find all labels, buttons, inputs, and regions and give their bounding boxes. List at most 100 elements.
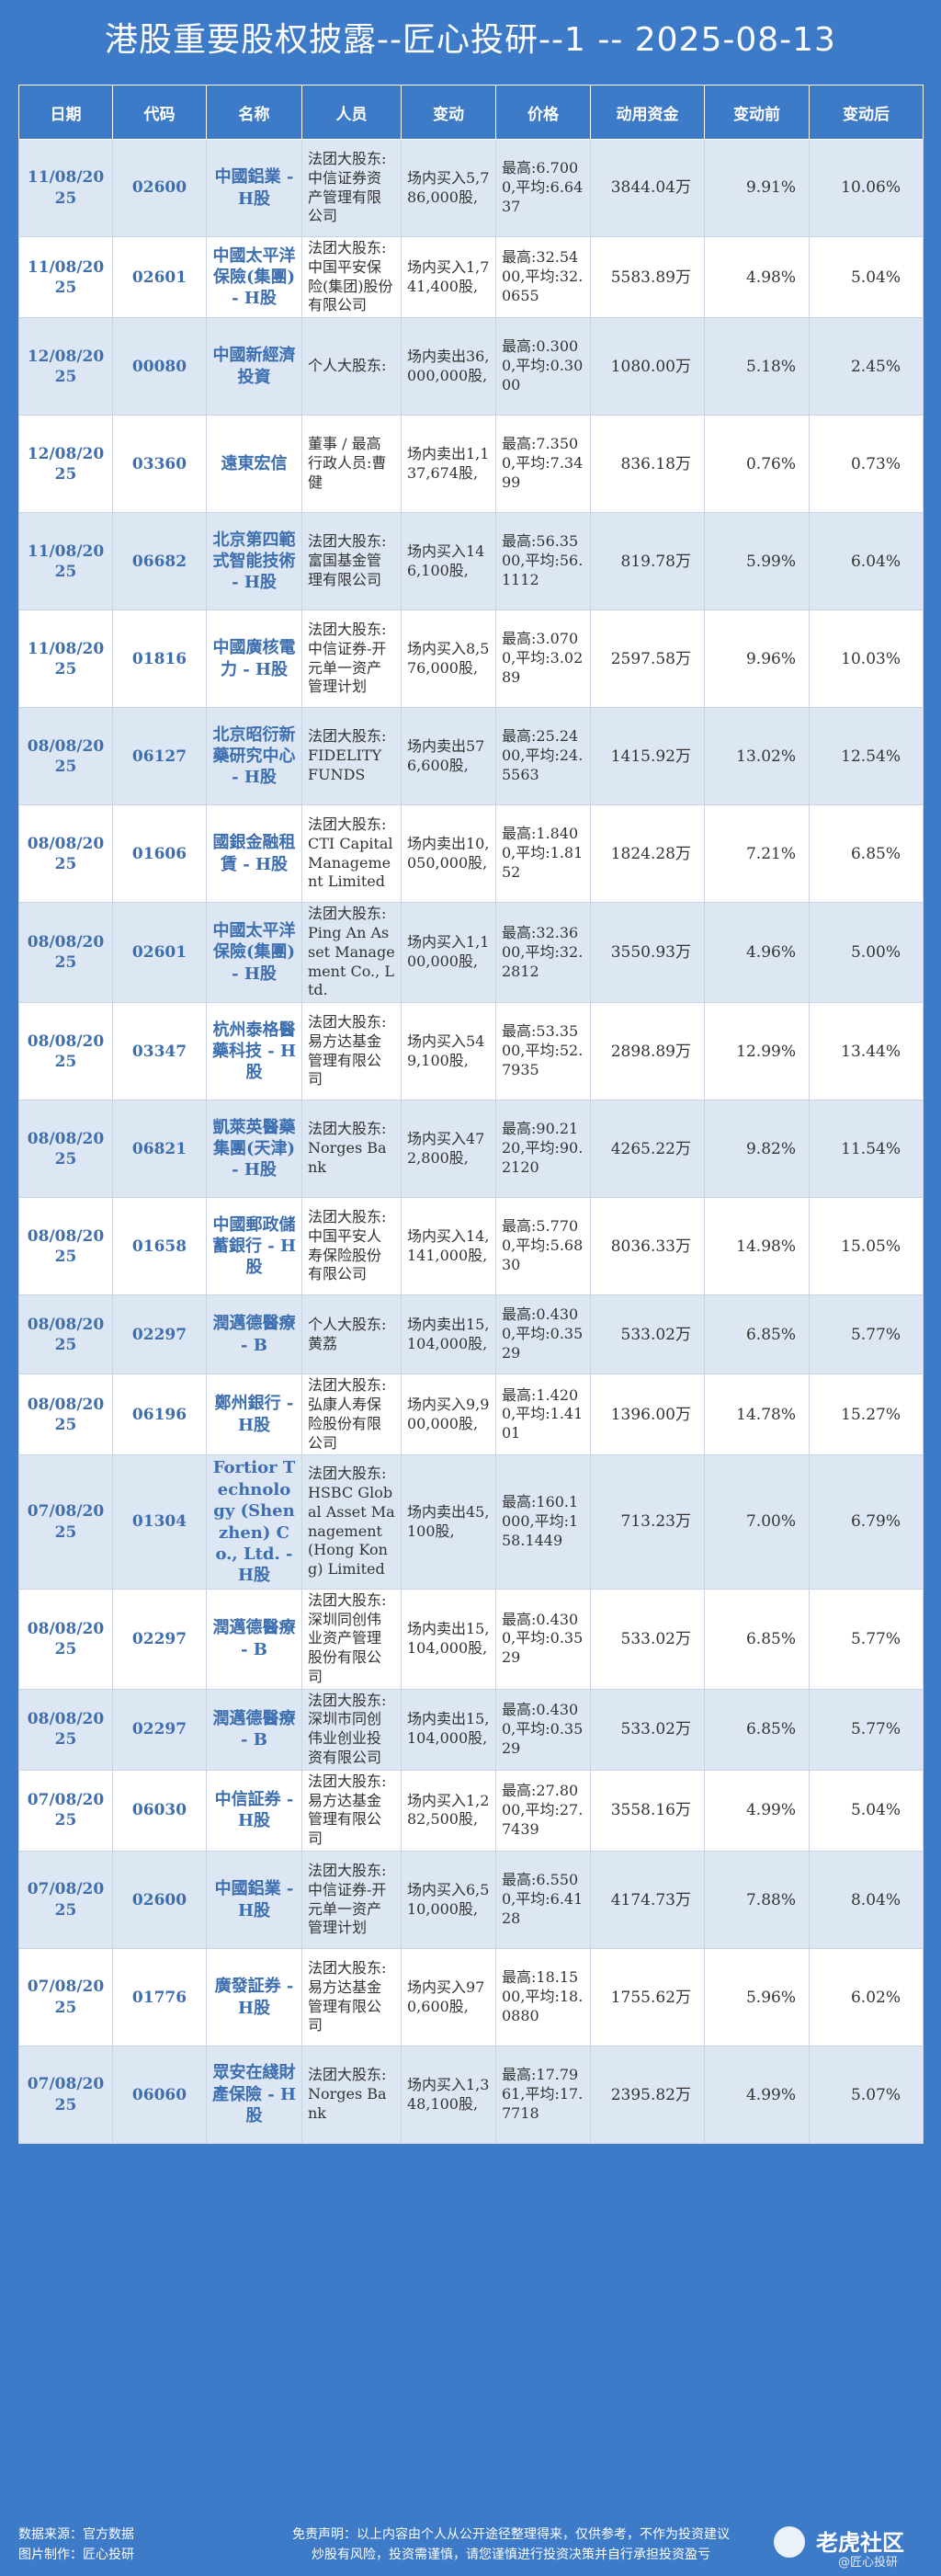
table-row[interactable]: 11/08/2025 01816 中國廣核電力 - H股 法团大股东:中信证券-开元单… <box>18 610 924 709</box>
column-header-name[interactable]: 名称 <box>206 85 302 140</box>
row-change: 场内卖出10,050,000股, <box>401 804 496 904</box>
column-header-before[interactable]: 变动前 <box>704 85 810 140</box>
row-after: 2.45% <box>809 317 924 416</box>
table-row[interactable]: 07/08/2025 01776 廣發証券 - H股 法团大股东:易方达基金管理有限公… <box>18 1948 924 2047</box>
logo-main-text: 老虎社区 <box>816 2530 904 2556</box>
column-header-price[interactable]: 价格 <box>495 85 591 140</box>
footer-credits: 数据来源：官方数据 图片制作：匠心投研 <box>18 2525 134 2565</box>
row-fund: 2597.58万 <box>590 610 705 709</box>
row-person: 法团大股东:中信证券资产管理有限公司 <box>301 139 402 237</box>
table-row[interactable]: 11/08/2025 02600 中國鋁業 - H股 法团大股东:中信证券资产管理有限… <box>18 139 924 237</box>
table-row[interactable]: 07/08/2025 01304 Fortior Technology (Shenz… <box>18 1454 924 1590</box>
row-before: 9.96% <box>704 610 810 709</box>
row-code: 03360 <box>112 415 207 514</box>
row-date: 11/08/2025 <box>18 512 113 611</box>
row-person: 法团大股东:易方达基金管理有限公司 <box>301 1948 402 2047</box>
row-change: 场内买入1,100,000股, <box>401 902 496 1004</box>
row-code: 02601 <box>112 235 207 319</box>
row-fund: 1755.62万 <box>590 1948 705 2047</box>
table-row[interactable]: 08/08/2025 02297 潤邁德醫療 - B 法团大股东:深圳同创伟业资产管理… <box>18 1588 924 1690</box>
row-person: 法团大股东:深圳同创伟业资产管理股份有限公司 <box>301 1588 402 1690</box>
table-row[interactable]: 08/08/2025 01606 國銀金融租賃 - H股 法团大股东:CTI Capi… <box>18 804 924 904</box>
row-person: 法团大股东:弘康人寿保险股份有限公司 <box>301 1373 402 1456</box>
table-row[interactable]: 07/08/2025 06030 中信証券 - H股 法团大股东:易方达基金管理有限公… <box>18 1769 924 1852</box>
row-code: 00080 <box>112 317 207 416</box>
row-date: 08/08/2025 <box>18 707 113 806</box>
row-date: 07/08/2025 <box>18 1948 113 2047</box>
row-change: 场内卖出1,137,674股, <box>401 415 496 514</box>
row-person: 法团大股东:中国平安保险(集团)股份有限公司 <box>301 235 402 319</box>
row-name: 廣發証券 - H股 <box>206 1948 302 2047</box>
row-before: 12.99% <box>704 1002 810 1101</box>
data-source: 数据来源：官方数据 <box>18 2527 134 2542</box>
row-date: 07/08/2025 <box>18 1454 113 1590</box>
row-name: 鄭州銀行 - H股 <box>206 1373 302 1456</box>
table-row[interactable]: 07/08/2025 06060 眾安在綫財產保險 - H股 法团大股东:Norges… <box>18 2046 924 2145</box>
row-name: 凱萊英醫藥集團(天津) - H股 <box>206 1100 302 1199</box>
row-fund: 4174.73万 <box>590 1851 705 1950</box>
table-row[interactable]: 11/08/2025 02601 中國太平洋保險(集團) - H股 法团大股东:中国平… <box>18 235 924 319</box>
row-after: 5.07% <box>809 2046 924 2145</box>
table-row[interactable]: 07/08/2025 02600 中國鋁業 - H股 法团大股东:中信证券-开元单一资… <box>18 1851 924 1950</box>
row-price: 最高:160.1000,平均:158.1449 <box>495 1454 591 1590</box>
table-row[interactable]: 08/08/2025 02297 潤邁德醫療 - B 法团大股东:深圳市同创伟业创业投… <box>18 1688 924 1771</box>
row-code: 01776 <box>112 1948 207 2047</box>
row-name: 中國廣核電力 - H股 <box>206 610 302 709</box>
row-fund: 8036.33万 <box>590 1197 705 1296</box>
row-code: 06821 <box>112 1100 207 1199</box>
row-after: 6.85% <box>809 804 924 904</box>
column-header-after[interactable]: 变动后 <box>809 85 924 140</box>
table-row[interactable]: 08/08/2025 03347 杭州泰格醫藥科技 - H股 法团大股东:易方达基金管… <box>18 1002 924 1101</box>
column-header-person[interactable]: 人员 <box>301 85 402 140</box>
column-header-date[interactable]: 日期 <box>18 85 113 140</box>
row-fund: 1415.92万 <box>590 707 705 806</box>
row-name: 北京第四範式智能技術 - H股 <box>206 512 302 611</box>
row-person: 法团大股东:中信证券-开元单一资产管理计划 <box>301 1851 402 1950</box>
row-before: 7.00% <box>704 1454 810 1590</box>
footer: 数据来源：官方数据 图片制作：匠心投研 免责声明：以上内容由个人从公开途径整理得… <box>0 2513 941 2576</box>
disclaimer: 免责声明：以上内容由个人从公开途径整理得来，仅供参考，不作为投资建议 炒股有风险… <box>272 2525 750 2565</box>
column-header-code[interactable]: 代码 <box>112 85 207 140</box>
row-before: 5.99% <box>704 512 810 611</box>
row-person: 法团大股东:深圳市同创伟业创业投资有限公司 <box>301 1688 402 1771</box>
row-price: 最高:53.3500,平均:52.7935 <box>495 1002 591 1101</box>
table-row[interactable]: 12/08/2025 03360 遠東宏信 董事 / 最高行政人员:曹健 场内卖出1,1… <box>18 415 924 514</box>
row-change: 场内卖出45,100股, <box>401 1454 496 1590</box>
row-before: 4.99% <box>704 1769 810 1852</box>
table-row[interactable]: 08/08/2025 06127 北京昭衍新藥研究中心 - H股 法团大股东:FIDE… <box>18 707 924 806</box>
row-person: 个人大股东:黄荔 <box>301 1294 402 1375</box>
table-row[interactable]: 08/08/2025 01658 中國郵政儲蓄銀行 - H股 法团大股东:中国平安人寿… <box>18 1197 924 1296</box>
row-fund: 819.78万 <box>590 512 705 611</box>
row-person: 法团大股东:Ping An Asset Management Co., Ltd. <box>301 902 402 1004</box>
row-after: 15.05% <box>809 1197 924 1296</box>
row-after: 5.04% <box>809 235 924 319</box>
tiger-community-logo[interactable]: 老虎社区 @匠心投研 <box>774 2523 921 2570</box>
row-date: 08/08/2025 <box>18 1688 113 1771</box>
row-before: 14.98% <box>704 1197 810 1296</box>
table-row[interactable]: 08/08/2025 06196 鄭州銀行 - H股 法团大股东:弘康人寿保险股份有限… <box>18 1373 924 1456</box>
disclosure-table-container: 日期 代码 名称 人员 变动 价格 动用资金 变动前 变动后 11/08/202… <box>18 85 924 2145</box>
row-code: 01816 <box>112 610 207 709</box>
table-row[interactable]: 11/08/2025 06682 北京第四範式智能技術 - H股 法团大股东:富国基金… <box>18 512 924 611</box>
row-person: 法团大股东:中信证券-开元单一资产管理计划 <box>301 610 402 709</box>
row-price: 最高:6.5500,平均:6.4128 <box>495 1851 591 1950</box>
row-before: 9.91% <box>704 139 810 237</box>
row-after: 10.06% <box>809 139 924 237</box>
row-fund: 1080.00万 <box>590 317 705 416</box>
row-date: 11/08/2025 <box>18 139 113 237</box>
table-row[interactable]: 08/08/2025 02297 潤邁德醫療 - B 个人大股东:黄荔 场内卖出15,1… <box>18 1294 924 1375</box>
row-date: 08/08/2025 <box>18 1588 113 1690</box>
table-row[interactable]: 12/08/2025 00080 中國新經濟投資 个人大股东: 场内卖出36,000,0… <box>18 317 924 416</box>
row-change: 场内买入6,510,000股, <box>401 1851 496 1950</box>
table-row[interactable]: 08/08/2025 02601 中國太平洋保險(集團) - H股 法团大股东:Pin… <box>18 902 924 1004</box>
row-date: 11/08/2025 <box>18 235 113 319</box>
table-row[interactable]: 08/08/2025 06821 凱萊英醫藥集團(天津) - H股 法团大股东:Nor… <box>18 1100 924 1199</box>
column-header-fund[interactable]: 动用资金 <box>590 85 705 140</box>
row-price: 最高:1.8400,平均:1.8152 <box>495 804 591 904</box>
row-price: 最高:17.7961,平均:17.7718 <box>495 2046 591 2145</box>
row-before: 14.78% <box>704 1373 810 1456</box>
column-header-change[interactable]: 变动 <box>401 85 496 140</box>
row-name: 潤邁德醫療 - B <box>206 1294 302 1375</box>
row-name: 杭州泰格醫藥科技 - H股 <box>206 1002 302 1101</box>
row-after: 11.54% <box>809 1100 924 1199</box>
